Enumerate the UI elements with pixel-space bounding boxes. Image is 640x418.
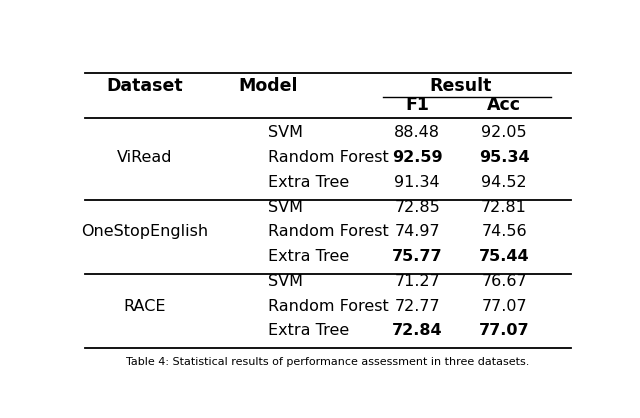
Text: SVM: SVM bbox=[269, 125, 303, 140]
Text: Table 4: Statistical results of performance assessment in three datasets.: Table 4: Statistical results of performa… bbox=[126, 357, 530, 367]
Text: 74.56: 74.56 bbox=[481, 224, 527, 239]
Text: 77.07: 77.07 bbox=[481, 298, 527, 314]
Text: 94.52: 94.52 bbox=[481, 175, 527, 190]
Text: OneStopEnglish: OneStopEnglish bbox=[81, 224, 208, 239]
Text: 76.67: 76.67 bbox=[481, 274, 527, 289]
Text: 91.34: 91.34 bbox=[394, 175, 440, 190]
Text: 72.81: 72.81 bbox=[481, 199, 527, 214]
Text: SVM: SVM bbox=[269, 199, 303, 214]
Text: Extra Tree: Extra Tree bbox=[269, 324, 349, 339]
Text: Random Forest: Random Forest bbox=[269, 298, 389, 314]
Text: Acc: Acc bbox=[487, 96, 521, 114]
Text: F1: F1 bbox=[405, 96, 429, 114]
Text: 75.44: 75.44 bbox=[479, 249, 529, 264]
Text: Extra Tree: Extra Tree bbox=[269, 249, 349, 264]
Text: 77.07: 77.07 bbox=[479, 324, 529, 339]
Text: 92.05: 92.05 bbox=[481, 125, 527, 140]
Text: SVM: SVM bbox=[269, 274, 303, 289]
Text: Random Forest: Random Forest bbox=[269, 150, 389, 165]
Text: RACE: RACE bbox=[124, 298, 166, 314]
Text: 75.77: 75.77 bbox=[392, 249, 443, 264]
Text: Dataset: Dataset bbox=[106, 77, 183, 95]
Text: 72.84: 72.84 bbox=[392, 324, 443, 339]
Text: Extra Tree: Extra Tree bbox=[269, 175, 349, 190]
Text: 71.27: 71.27 bbox=[394, 274, 440, 289]
Text: 88.48: 88.48 bbox=[394, 125, 440, 140]
Text: Model: Model bbox=[239, 77, 298, 95]
Text: 72.77: 72.77 bbox=[394, 298, 440, 314]
Text: Random Forest: Random Forest bbox=[269, 224, 389, 239]
Text: ViRead: ViRead bbox=[116, 150, 172, 165]
Text: 74.97: 74.97 bbox=[394, 224, 440, 239]
Text: 72.85: 72.85 bbox=[394, 199, 440, 214]
Text: 95.34: 95.34 bbox=[479, 150, 529, 165]
Text: Result: Result bbox=[429, 77, 492, 95]
Text: 92.59: 92.59 bbox=[392, 150, 443, 165]
